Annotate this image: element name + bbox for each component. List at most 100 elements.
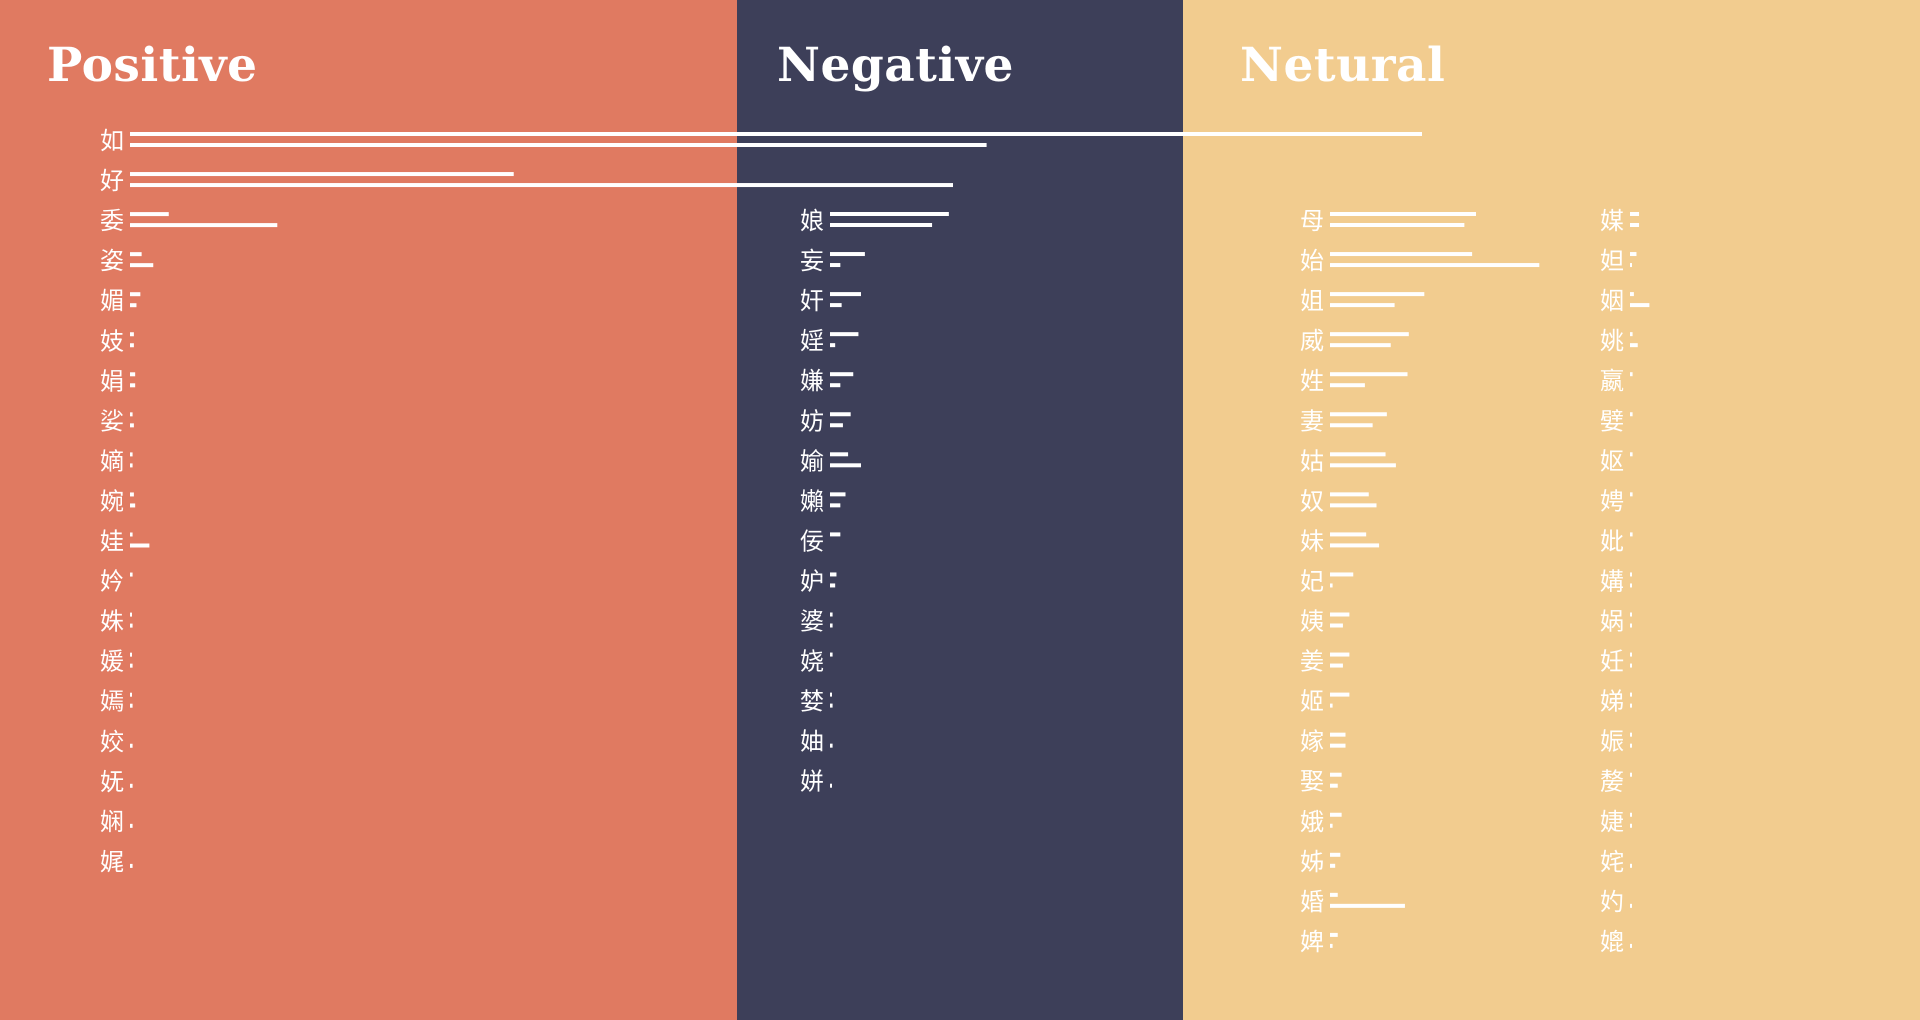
category-label: 姹 [1600, 848, 1624, 876]
bar-first [830, 212, 949, 216]
category-label: 委 [100, 207, 124, 235]
bar-first [1630, 492, 1633, 497]
bar-first [1630, 212, 1640, 216]
category-label: 妣 [1600, 527, 1624, 555]
category-label: 娑 [100, 407, 124, 435]
bar-first [1330, 572, 1354, 577]
bar-second [1630, 743, 1632, 748]
bar-second [130, 463, 133, 468]
bar-second [130, 783, 133, 788]
category-label: 娶 [1300, 768, 1324, 796]
category-label: 妩 [100, 768, 124, 796]
category-label: 姊 [1300, 848, 1324, 876]
category-label: 嬾 [800, 487, 824, 515]
bar-first [830, 372, 854, 377]
bar-first [1330, 932, 1338, 937]
bar-first [1330, 772, 1342, 777]
bar-second [130, 823, 133, 828]
category-label: 妓 [100, 327, 124, 355]
bar-first [130, 252, 142, 257]
bar-second [1330, 263, 1540, 268]
category-label: 妪 [1600, 447, 1624, 475]
bar-second [130, 623, 133, 628]
category-label: 娣 [1600, 688, 1624, 716]
bar-second [830, 223, 933, 227]
bar-second [830, 783, 832, 788]
negative-title: Negative [777, 38, 1014, 93]
bar-first [830, 252, 865, 257]
bar-second [130, 863, 133, 868]
category-label: 姘 [800, 768, 824, 796]
bar-first [1330, 332, 1409, 337]
category-label: 母 [1300, 207, 1324, 235]
category-label: 媾 [1600, 567, 1624, 595]
bar-first [1330, 492, 1369, 497]
bar-first [1630, 332, 1633, 337]
bar-second [830, 383, 841, 388]
bar-second [830, 343, 836, 348]
bar-second [130, 343, 134, 348]
bar-second [130, 303, 137, 308]
category-label: 奸 [800, 287, 824, 315]
bar-second [130, 183, 954, 188]
category-label: 姓 [1300, 367, 1324, 395]
category-label: 娆 [800, 648, 824, 676]
category-label: 妃 [1300, 567, 1324, 595]
category-label: 婕 [1600, 808, 1624, 836]
bar-second [1330, 543, 1380, 548]
bar-second [130, 663, 133, 668]
bar-first [1330, 292, 1425, 297]
bar-second [1330, 503, 1377, 508]
bar-second [830, 743, 833, 748]
bar-first [1630, 652, 1632, 657]
bar-first [1330, 692, 1350, 697]
category-label: 姐 [1300, 287, 1324, 315]
bar-first [130, 372, 136, 377]
bar-first [130, 292, 141, 297]
bar-second [830, 303, 842, 308]
category-label: 姬 [1300, 688, 1324, 716]
bar-first [1330, 652, 1350, 657]
bar-second [1330, 663, 1343, 668]
category-label: 婆 [800, 608, 824, 636]
category-label: 姑 [1300, 447, 1324, 475]
category-label: 婢 [1300, 928, 1324, 956]
category-label: 娓 [100, 848, 124, 876]
category-label: 娲 [1600, 608, 1624, 636]
bar-second [1630, 223, 1640, 227]
category-label: 如 [100, 127, 124, 155]
bar-first [130, 172, 514, 177]
bar-second [830, 623, 833, 628]
bar-first [830, 652, 833, 657]
bar-second [1630, 263, 1632, 268]
category-label: 婬 [800, 327, 824, 355]
category-label: 妯 [800, 728, 824, 756]
bar-first [1330, 452, 1386, 457]
bar-second [1330, 463, 1396, 468]
bar-first [1330, 732, 1346, 737]
bar-second [130, 743, 133, 748]
bar-first [130, 692, 132, 697]
bar-second [830, 703, 833, 708]
bar-first [830, 332, 859, 337]
neutral-panel [1183, 0, 1920, 1020]
bar-second [830, 583, 836, 588]
bar-second [1330, 903, 1405, 908]
category-label: 好 [100, 167, 124, 195]
category-label: 娘 [800, 207, 824, 235]
bar-first [1630, 412, 1633, 417]
bar-second [130, 703, 133, 708]
bar-second [1330, 303, 1395, 308]
bar-second [1330, 423, 1373, 428]
bar-second [1330, 943, 1333, 948]
category-label: 佞 [800, 527, 824, 555]
bar-second [1630, 303, 1650, 308]
bar-first [830, 572, 837, 577]
bar-second [830, 463, 862, 468]
bar-first [1630, 292, 1634, 297]
bar-first [1630, 692, 1632, 697]
bar-first [830, 612, 833, 617]
bar-first [1630, 372, 1633, 377]
bar-first [830, 692, 832, 697]
category-label: 娥 [1300, 808, 1324, 836]
